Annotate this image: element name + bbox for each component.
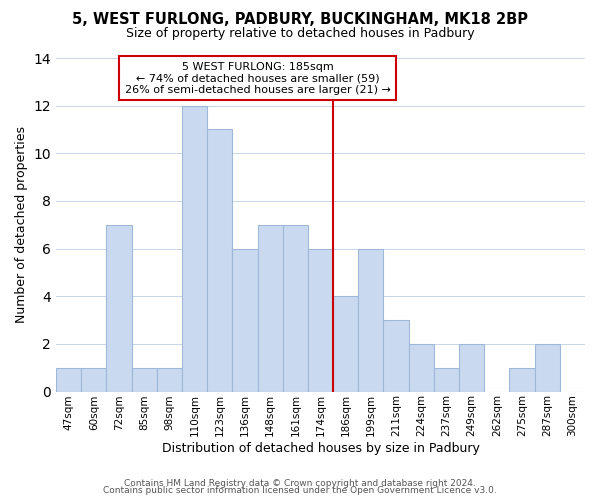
Bar bbox=[81, 368, 106, 392]
Bar bbox=[358, 248, 383, 392]
Bar bbox=[434, 368, 459, 392]
Bar bbox=[308, 248, 333, 392]
Bar bbox=[182, 106, 207, 392]
X-axis label: Distribution of detached houses by size in Padbury: Distribution of detached houses by size … bbox=[161, 442, 479, 455]
Bar bbox=[131, 368, 157, 392]
Text: Size of property relative to detached houses in Padbury: Size of property relative to detached ho… bbox=[125, 28, 475, 40]
Bar bbox=[459, 344, 484, 392]
Text: 5 WEST FURLONG: 185sqm
← 74% of detached houses are smaller (59)
26% of semi-det: 5 WEST FURLONG: 185sqm ← 74% of detached… bbox=[125, 62, 391, 95]
Bar bbox=[207, 130, 232, 392]
Text: Contains HM Land Registry data © Crown copyright and database right 2024.: Contains HM Land Registry data © Crown c… bbox=[124, 478, 476, 488]
Bar bbox=[56, 368, 81, 392]
Bar bbox=[283, 225, 308, 392]
Y-axis label: Number of detached properties: Number of detached properties bbox=[15, 126, 28, 324]
Bar bbox=[409, 344, 434, 392]
Text: Contains public sector information licensed under the Open Government Licence v3: Contains public sector information licen… bbox=[103, 486, 497, 495]
Bar bbox=[333, 296, 358, 392]
Bar bbox=[257, 225, 283, 392]
Bar bbox=[383, 320, 409, 392]
Bar bbox=[157, 368, 182, 392]
Bar bbox=[509, 368, 535, 392]
Text: 5, WEST FURLONG, PADBURY, BUCKINGHAM, MK18 2BP: 5, WEST FURLONG, PADBURY, BUCKINGHAM, MK… bbox=[72, 12, 528, 28]
Bar bbox=[535, 344, 560, 392]
Bar bbox=[106, 225, 131, 392]
Bar bbox=[232, 248, 257, 392]
